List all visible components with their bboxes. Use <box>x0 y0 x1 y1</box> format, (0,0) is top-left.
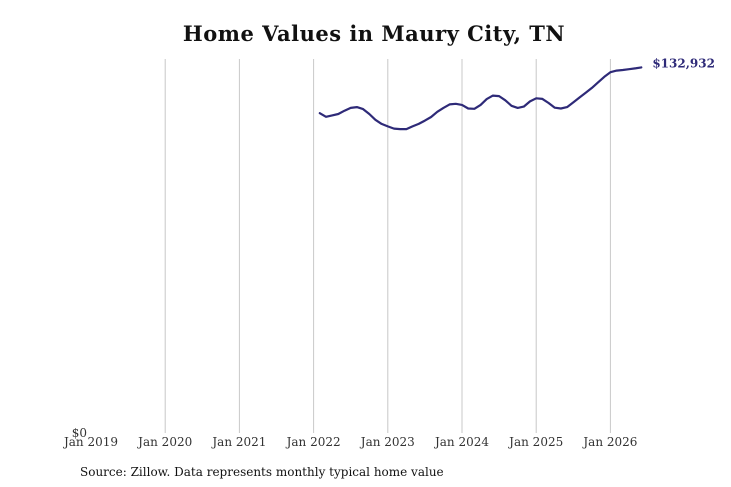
x-tick-label: Jan 2022 <box>285 435 341 449</box>
x-tick-label: Jan 2021 <box>210 435 266 449</box>
x-tick-label: Jan 2025 <box>507 435 563 449</box>
x-tick-label: Jan 2024 <box>433 435 489 449</box>
end-value-label: $132,932 <box>652 56 715 70</box>
y-axis-ticks: $0 <box>72 426 87 440</box>
chart-title: Home Values in Maury City, TN <box>182 21 566 46</box>
x-tick-label: Jan 2023 <box>359 435 415 449</box>
x-tick-label: Jan 2026 <box>581 435 637 449</box>
x-tick-label: Jan 2020 <box>136 435 192 449</box>
y-tick-label: $0 <box>72 426 87 440</box>
x-axis-ticks: Jan 2019 Jan 2020 Jan 2021 Jan 2022 Jan 2023… <box>62 435 637 449</box>
source-note: Source: Zillow. Data represents monthly … <box>80 465 444 479</box>
x-tick-label: Jan 2019 <box>62 435 118 449</box>
series-line <box>318 66 643 131</box>
gridlines <box>164 59 611 433</box>
